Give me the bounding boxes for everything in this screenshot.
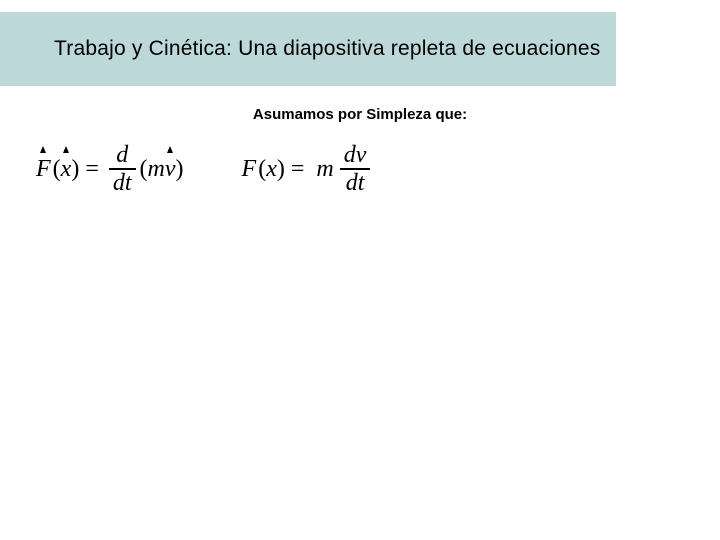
eq1-m: m: [148, 156, 165, 183]
eq2-equals: =: [291, 156, 305, 183]
eq2-frac-num: dv: [340, 142, 371, 168]
eq2-fraction: dv dt: [340, 142, 371, 196]
equation-row: F ( x ) = d dt ( m v ) F ( x ) = m dv: [36, 142, 374, 196]
eq1-rhs-paren-close: ): [176, 156, 184, 183]
subtitle-row: Asumamos por Simpleza que:: [0, 106, 720, 124]
eq1-paren-close: ): [71, 156, 79, 183]
slide-subtitle: Asumamos por Simpleza que:: [253, 106, 467, 123]
eq1-F: F: [36, 156, 51, 183]
eq1-frac-den: dt: [109, 170, 136, 196]
eq1-v: v: [165, 156, 176, 183]
eq1-rhs-paren-open: (: [140, 156, 148, 183]
eq1-paren-open: (: [53, 156, 61, 183]
eq2-paren-close: ): [277, 156, 285, 183]
title-band: Trabajo y Cinética: Una diapositiva repl…: [0, 12, 616, 86]
equation-1: F ( x ) = d dt ( m v ): [36, 142, 184, 196]
eq1-x: x: [61, 156, 72, 183]
eq1-equals: =: [85, 156, 99, 183]
slide-title: Trabajo y Cinética: Una diapositiva repl…: [54, 37, 600, 61]
eq2-F: F: [242, 156, 257, 183]
eq2-x: x: [266, 156, 277, 183]
eq2-frac-den: dt: [342, 170, 369, 196]
slide: Trabajo y Cinética: Una diapositiva repl…: [0, 0, 720, 540]
equation-2: F ( x ) = m dv dt: [242, 142, 375, 196]
eq1-frac-num: d: [112, 142, 132, 168]
eq2-m: m: [316, 156, 333, 183]
eq1-fraction: d dt: [109, 142, 136, 196]
